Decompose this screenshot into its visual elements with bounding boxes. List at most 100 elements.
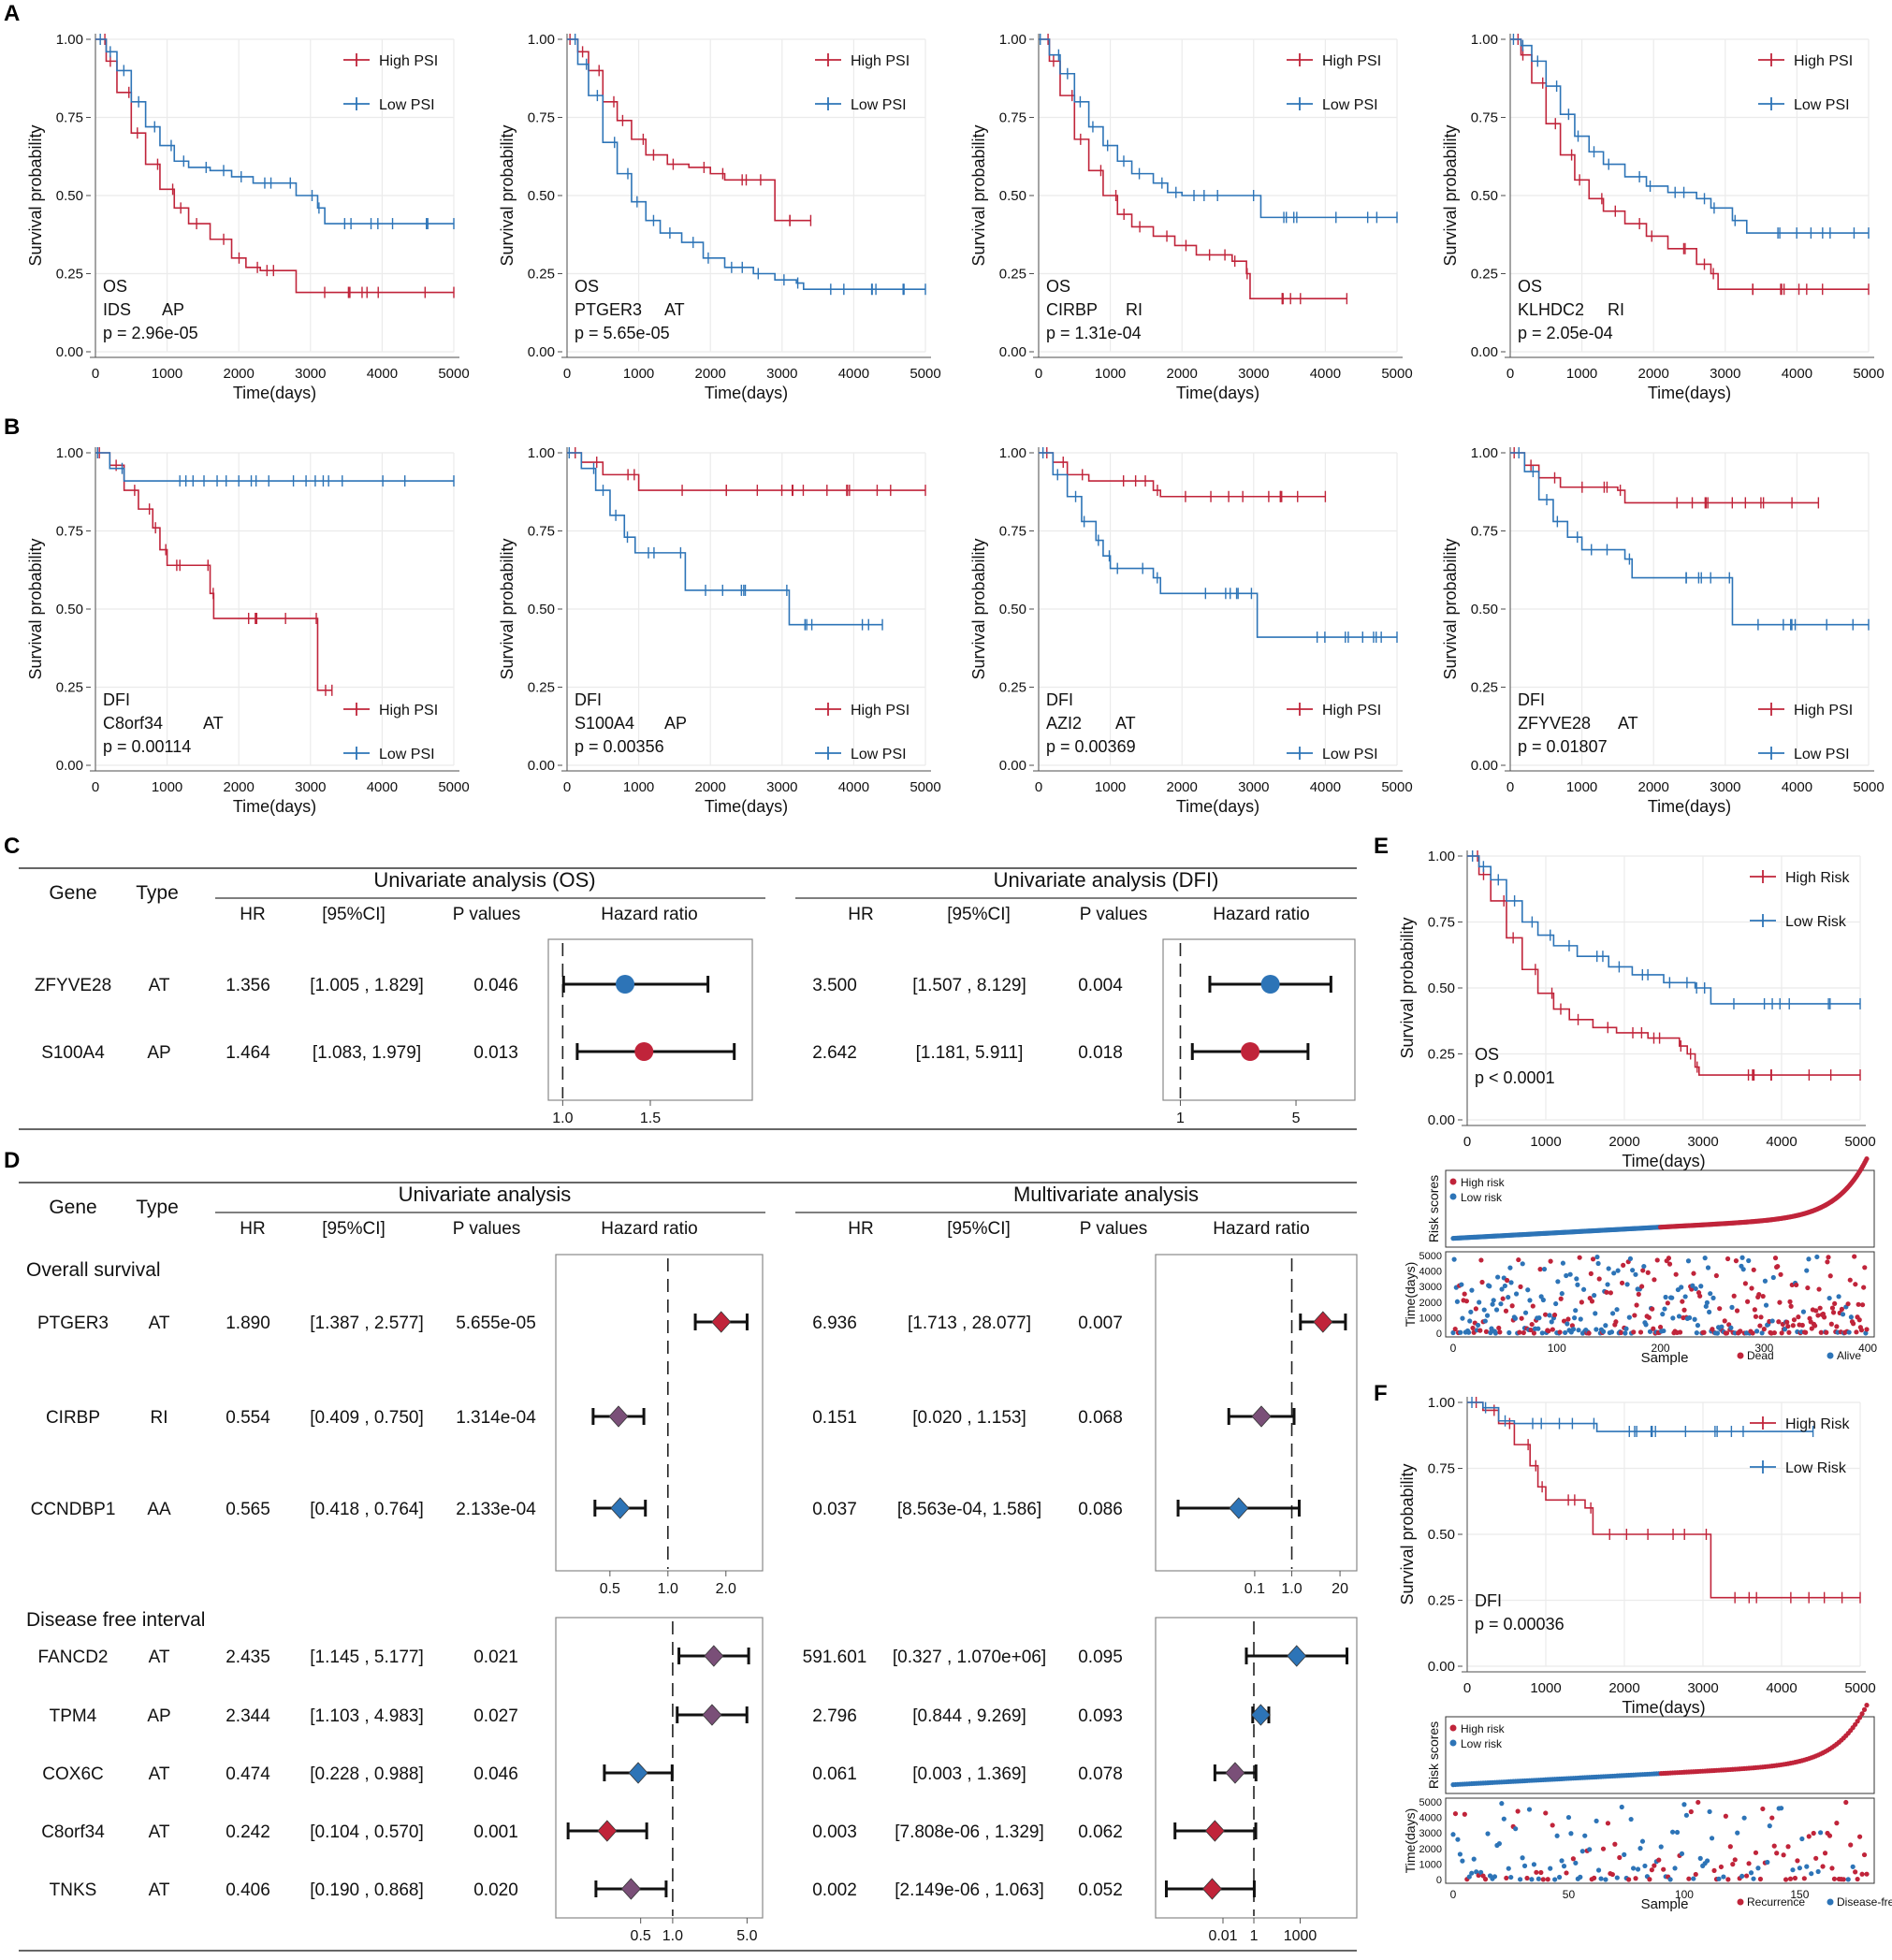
x-tick-label: 2000 xyxy=(1167,366,1198,382)
time-point xyxy=(1518,1284,1523,1289)
time-point xyxy=(1509,1303,1515,1309)
time-point xyxy=(1676,1314,1682,1319)
row-type: AT xyxy=(149,1648,170,1667)
time-point xyxy=(1862,1265,1868,1270)
time-point xyxy=(1791,1317,1797,1323)
col-header-hr: HR xyxy=(240,905,265,924)
time-point xyxy=(1633,1876,1638,1881)
x-tick-label: 0 xyxy=(563,366,571,382)
time-point xyxy=(1728,1325,1734,1330)
time-y-tick: 5000 xyxy=(1419,1797,1442,1808)
row-hr: 0.037 xyxy=(812,1500,857,1519)
y-tick-label: 1.00 xyxy=(56,32,83,48)
time-point xyxy=(1848,1314,1854,1320)
time-point xyxy=(1707,1808,1712,1815)
time-point xyxy=(1694,1330,1699,1336)
time-point xyxy=(1635,1866,1641,1872)
risk-score-frame xyxy=(1445,1169,1875,1248)
time-point xyxy=(1656,1857,1662,1863)
row-ci: [1.181, 5.911] xyxy=(916,1043,1024,1063)
low-psi-curve xyxy=(95,452,454,482)
time-point xyxy=(1488,1329,1493,1336)
row-gene: S100A4 xyxy=(41,1043,105,1063)
col-header-ci: [95%CI] xyxy=(947,1219,1011,1239)
panel-letter-e: E xyxy=(1374,834,1389,859)
time-point xyxy=(1628,1816,1634,1822)
x-axis-label: Time(days) xyxy=(233,384,316,402)
y-tick-label: 0.00 xyxy=(1428,1112,1455,1128)
time-point xyxy=(1649,1867,1654,1873)
p-value-label: p = 1.31e-04 xyxy=(1046,324,1142,342)
time-point xyxy=(1527,1298,1533,1303)
time-point xyxy=(1513,1826,1519,1832)
time-point xyxy=(1575,1282,1580,1287)
time-point xyxy=(1864,1871,1870,1877)
time-point xyxy=(1701,1329,1707,1335)
time-point xyxy=(1863,1330,1869,1336)
time-point xyxy=(1622,1851,1627,1857)
time-point xyxy=(1550,1327,1555,1332)
time-point xyxy=(1696,1799,1701,1806)
time-point xyxy=(1495,1274,1501,1280)
time-point xyxy=(1637,1846,1643,1851)
time-point xyxy=(1782,1327,1788,1332)
x-tick-label: 3000 xyxy=(1710,779,1740,795)
row-ci: [0.228 , 0.988] xyxy=(310,1764,424,1784)
time-point xyxy=(1824,1329,1829,1335)
time-scatter-frame xyxy=(1445,1251,1875,1338)
time-point xyxy=(1561,1864,1567,1869)
time-point xyxy=(1525,1287,1531,1293)
time-point xyxy=(1460,1858,1465,1864)
row-gene: PTGER3 xyxy=(37,1314,109,1333)
time-point xyxy=(1708,1291,1713,1297)
y-tick-label: 0.25 xyxy=(1428,1593,1455,1609)
time-y-tick: 0 xyxy=(1436,1328,1442,1340)
y-tick-label: 0.75 xyxy=(1471,524,1498,540)
time-point xyxy=(1579,1849,1585,1854)
time-point xyxy=(1799,1836,1805,1842)
gene-label: C8orf34 xyxy=(103,714,163,733)
col-header-gene: Gene xyxy=(49,882,96,904)
time-point xyxy=(1564,1870,1569,1876)
time-point xyxy=(1769,1318,1775,1324)
risk-legend-dot xyxy=(1449,1178,1457,1185)
time-point xyxy=(1506,1866,1511,1871)
time-point xyxy=(1608,1329,1615,1335)
row-type: AT xyxy=(149,976,170,995)
time-point xyxy=(1748,1870,1754,1876)
y-tick-label: 0.25 xyxy=(528,267,555,283)
x-tick-label: 0 xyxy=(1035,779,1042,795)
time-point xyxy=(1787,1876,1794,1881)
time-point xyxy=(1702,1256,1708,1261)
time-point xyxy=(1662,1306,1667,1312)
time-y-tick: 1000 xyxy=(1419,1313,1442,1324)
time-point xyxy=(1633,1271,1638,1277)
time-point xyxy=(1487,1284,1492,1289)
legend-label-high: High PSI xyxy=(379,53,438,69)
km-curves-panels: 1.00 0.75 0.50 0.25 0.00 0 1000 2000 3000 4000 500… xyxy=(26,32,1885,816)
y-tick-label: 0.25 xyxy=(999,680,1026,696)
x-tick-label: 3000 xyxy=(766,366,797,382)
km-plot-zfyve28: 1.00 0.75 0.50 0.25 0.00 0 1000 2000 3000 4000 500… xyxy=(1441,445,1885,816)
x-tick-label: 5000 xyxy=(1853,366,1884,382)
time-y-tick: 2000 xyxy=(1419,1298,1442,1309)
time-point xyxy=(1565,1814,1572,1821)
panel-letter-c: C xyxy=(4,834,20,859)
risk-axis-label: Risk scores xyxy=(1426,1175,1441,1242)
col-header-hr: HR xyxy=(848,1219,873,1239)
forest-tick-label: 2.0 xyxy=(716,1581,736,1597)
time-point xyxy=(1772,1256,1779,1261)
row-hr: 1.890 xyxy=(226,1314,270,1333)
time-point xyxy=(1804,1864,1810,1869)
forest-frame xyxy=(1155,1254,1358,1572)
time-point xyxy=(1645,1270,1651,1275)
time-point xyxy=(1781,1852,1786,1858)
time-point xyxy=(1669,1829,1676,1835)
time-point xyxy=(1558,1296,1564,1301)
time-point xyxy=(1697,1293,1703,1299)
time-point xyxy=(1467,1318,1473,1324)
col-header-ci: [95%CI] xyxy=(947,905,1011,924)
row-p: 2.133e-04 xyxy=(456,1500,536,1519)
forest-tick-label: 1.0 xyxy=(662,1928,683,1944)
time-point xyxy=(1827,1833,1833,1838)
